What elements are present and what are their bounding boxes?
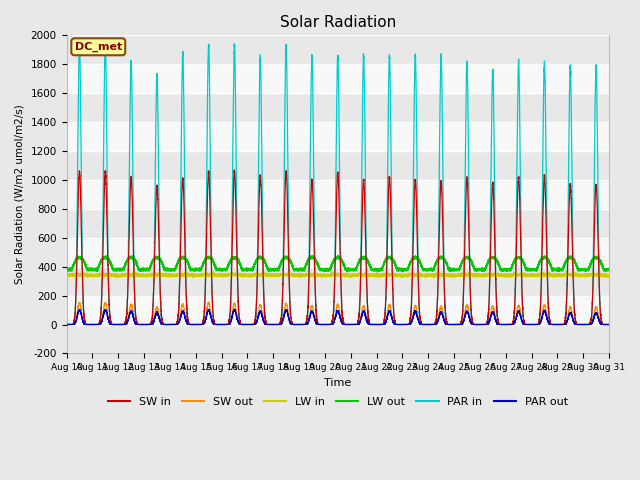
LW out: [76, 255, 83, 261]
PAR in: [411, 61, 419, 67]
LW in: [76, 273, 83, 278]
PAR out: [605, 322, 613, 327]
Line: PAR in: PAR in: [67, 41, 609, 324]
LW out: [63, 266, 70, 272]
X-axis label: Time: Time: [324, 378, 351, 388]
SW in: [230, 168, 238, 173]
Line: LW out: LW out: [67, 255, 609, 272]
SW in: [217, 322, 225, 327]
PAR out: [411, 308, 419, 313]
LW out: [217, 266, 225, 272]
Bar: [67, 122, 609, 151]
SW out: [205, 299, 212, 305]
LW in: [136, 273, 144, 278]
Line: SW in: SW in: [67, 170, 609, 325]
SW out: [470, 322, 478, 327]
Bar: [67, 324, 609, 353]
Y-axis label: Solar Radiation (W/m2 umol/m2/s): Solar Radiation (W/m2 umol/m2/s): [15, 105, 25, 284]
SW out: [76, 300, 83, 306]
PAR out: [63, 322, 70, 327]
SW in: [63, 322, 70, 327]
SW out: [605, 322, 613, 327]
PAR in: [605, 322, 613, 327]
LW in: [209, 271, 216, 277]
PAR out: [76, 308, 83, 313]
LW out: [605, 267, 613, 273]
Bar: [67, 36, 609, 64]
LW in: [470, 272, 478, 278]
SW in: [209, 294, 216, 300]
SW out: [136, 322, 144, 327]
Bar: [67, 151, 609, 180]
SW in: [76, 168, 83, 174]
PAR in: [217, 322, 225, 327]
PAR in: [209, 297, 216, 303]
SW in: [605, 322, 613, 327]
SW in: [136, 322, 144, 327]
PAR in: [136, 322, 144, 327]
Bar: [67, 180, 609, 209]
Bar: [67, 296, 609, 324]
PAR out: [122, 322, 130, 327]
LW in: [605, 273, 613, 279]
PAR out: [136, 322, 144, 327]
LW out: [411, 254, 419, 260]
LW in: [411, 273, 419, 278]
PAR in: [63, 322, 70, 327]
Bar: [67, 93, 609, 122]
PAR in: [76, 43, 83, 49]
PAR out: [470, 322, 478, 327]
PAR out: [230, 306, 238, 312]
SW out: [63, 322, 70, 327]
Title: Solar Radiation: Solar Radiation: [280, 15, 396, 30]
SW in: [432, 322, 440, 328]
Bar: [67, 64, 609, 93]
LW in: [210, 269, 218, 275]
LW in: [63, 272, 70, 277]
LW in: [374, 275, 382, 280]
PAR out: [217, 322, 225, 327]
SW out: [209, 318, 216, 324]
PAR in: [102, 38, 109, 44]
SW out: [411, 304, 419, 310]
Text: DC_met: DC_met: [75, 42, 122, 52]
Line: LW in: LW in: [67, 272, 609, 277]
Line: SW out: SW out: [67, 302, 609, 324]
Bar: [67, 267, 609, 296]
SW out: [217, 322, 225, 327]
Legend: SW in, SW out, LW in, LW out, PAR in, PAR out: SW in, SW out, LW in, LW out, PAR in, PA…: [103, 393, 572, 411]
LW out: [470, 264, 478, 269]
LW out: [136, 266, 144, 272]
LW out: [334, 252, 342, 258]
PAR out: [209, 318, 216, 324]
PAR in: [470, 322, 478, 327]
SW in: [470, 322, 478, 327]
Bar: [67, 209, 609, 238]
LW out: [209, 257, 216, 263]
LW out: [344, 269, 351, 275]
SW in: [411, 180, 419, 186]
Line: PAR out: PAR out: [67, 309, 609, 324]
Bar: [67, 238, 609, 267]
LW in: [217, 271, 225, 276]
